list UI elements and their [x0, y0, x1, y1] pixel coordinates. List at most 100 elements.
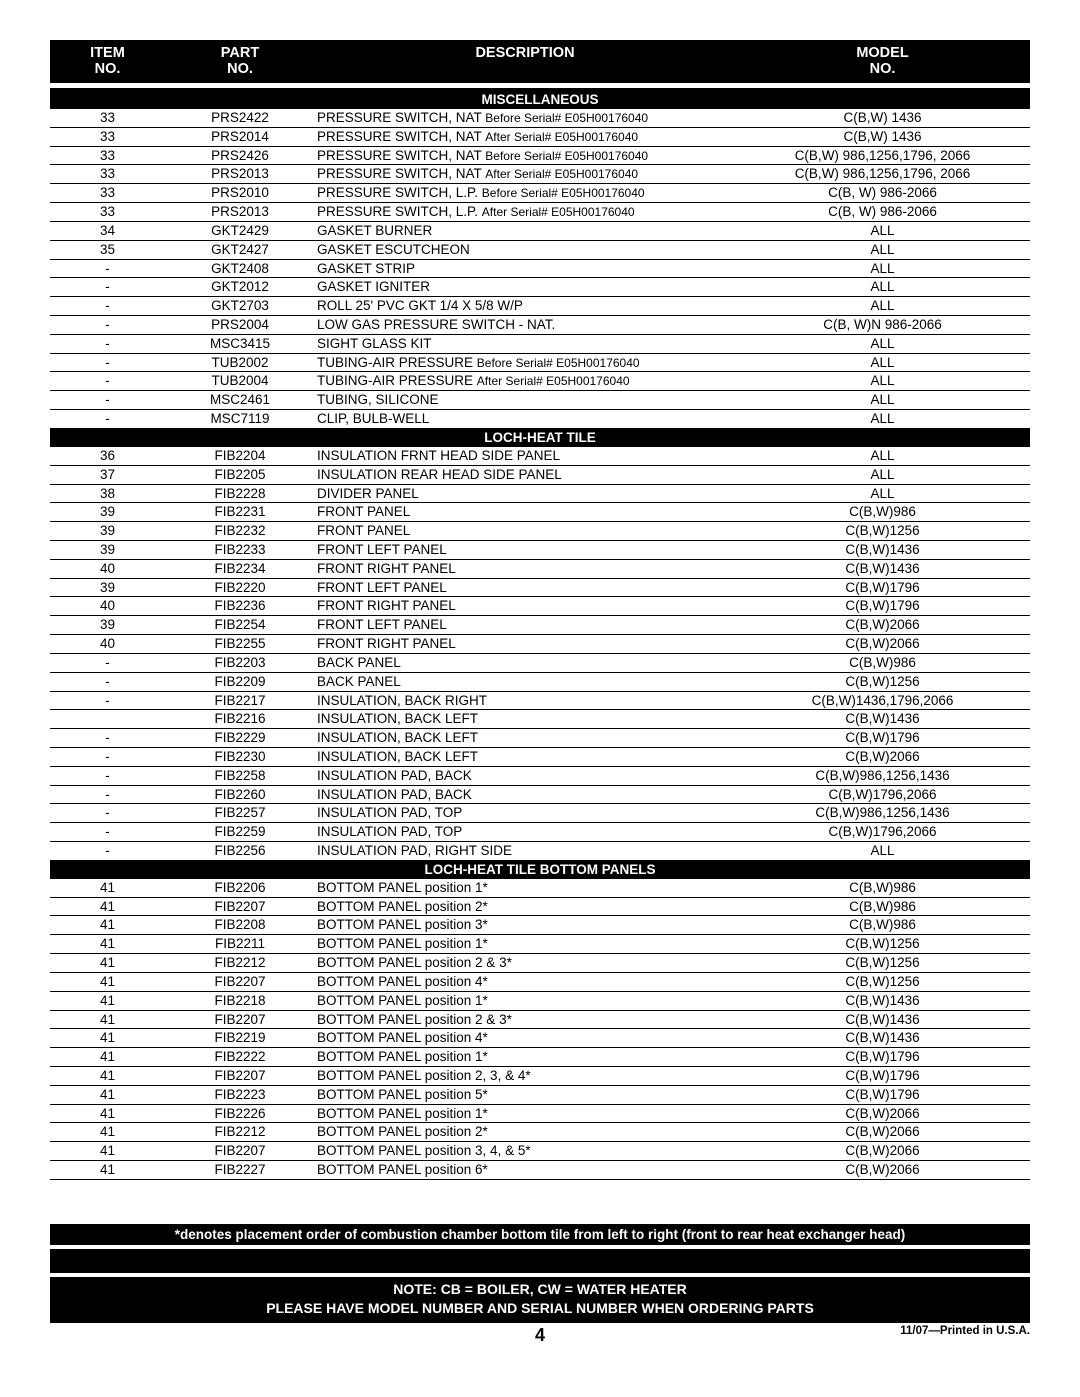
table-row: 33PRS2422PRESSURE SWITCH, NAT Before Ser…: [50, 109, 1030, 127]
cell-model-no: C(B,W)1256: [735, 522, 1030, 541]
header-description: DESCRIPTION: [475, 45, 574, 61]
cell-part-no: FIB2209: [165, 672, 315, 691]
cell-item-no: -: [50, 804, 165, 823]
cell-description: GASKET STRIP: [315, 259, 735, 278]
cell-description: GASKET ESCUTCHEON: [315, 240, 735, 259]
cell-model-no: C(B,W)2066: [735, 616, 1030, 635]
cell-model-no: ALL: [735, 484, 1030, 503]
serial-note: Before Serial# E05H00176040: [485, 149, 648, 163]
cell-description: BOTTOM PANEL position 2, 3, & 4*: [315, 1066, 735, 1085]
section-title: LOCH-HEAT TILE: [50, 429, 1030, 447]
table-row: 33PRS2014PRESSURE SWITCH, NAT After Seri…: [50, 127, 1030, 146]
cell-description: FRONT LEFT PANEL: [315, 578, 735, 597]
cell-description: BACK PANEL: [315, 653, 735, 672]
cell-item-no: -: [50, 410, 165, 429]
cell-model-no: ALL: [735, 391, 1030, 410]
table-row: 40FIB2255FRONT RIGHT PANEL C(B,W)2066: [50, 635, 1030, 654]
cell-model-no: C(B,W)2066: [735, 635, 1030, 654]
table-row: 39FIB2233FRONT LEFT PANEL C(B,W)1436: [50, 541, 1030, 560]
table-row: 41FIB2206BOTTOM PANEL position 1* C(B,W)…: [50, 879, 1030, 897]
cell-model-no: ALL: [735, 372, 1030, 391]
cell-model-no: C(B,W)1796,2066: [735, 823, 1030, 842]
cell-part-no: FIB2258: [165, 766, 315, 785]
cell-description: INSULATION PAD, RIGHT SIDE: [315, 842, 735, 861]
cell-model-no: C(B, W) 986-2066: [735, 203, 1030, 222]
print-info: 11/07—Printed in U.S.A.: [830, 1325, 1030, 1337]
cell-model-no: C(B,W)1796: [735, 578, 1030, 597]
table-row: 41FIB2207BOTTOM PANEL position 2* C(B,W)…: [50, 897, 1030, 916]
cell-description: INSULATION, BACK LEFT: [315, 729, 735, 748]
cell-item-no: 39: [50, 503, 165, 522]
table-row: -FIB2260INSULATION PAD, BACK C(B,W)1796,…: [50, 785, 1030, 804]
bottom-note: NOTE: CB = BOILER, CW = WATER HEATER PLE…: [50, 1277, 1030, 1323]
table-row: 41FIB2222BOTTOM PANEL position 1* C(B,W)…: [50, 1048, 1030, 1067]
table-row: 40FIB2234FRONT RIGHT PANEL C(B,W)1436: [50, 559, 1030, 578]
cell-item-no: -: [50, 353, 165, 372]
cell-model-no: C(B,W)1256: [735, 935, 1030, 954]
cell-model-no: C(B,W)1796: [735, 1085, 1030, 1104]
cell-model-no: C(B,W)1256: [735, 972, 1030, 991]
cell-part-no: FIB2230: [165, 747, 315, 766]
header-part-no: NO.: [227, 61, 253, 77]
cell-description: PRESSURE SWITCH, NAT After Serial# E05H0…: [315, 165, 735, 184]
table-row: -FIB2229INSULATION, BACK LEFT C(B,W)1796: [50, 729, 1030, 748]
cell-description: PRESSURE SWITCH, L.P. Before Serial# E05…: [315, 184, 735, 203]
cell-part-no: PRS2010: [165, 184, 315, 203]
footnote-bar: *denotes placement order of combustion c…: [50, 1224, 1030, 1245]
cell-description: BOTTOM PANEL position 2*: [315, 897, 735, 916]
cell-description: FRONT RIGHT PANEL: [315, 635, 735, 654]
table-row: 41FIB2207BOTTOM PANEL position 2 & 3* C(…: [50, 1010, 1030, 1029]
cell-model-no: C(B,W)986: [735, 897, 1030, 916]
cell-part-no: FIB2207: [165, 972, 315, 991]
table-row: -PRS2004LOW GAS PRESSURE SWITCH - NAT. C…: [50, 316, 1030, 335]
cell-model-no: C(B,W)2066: [735, 1161, 1030, 1180]
table-row: 41FIB2226BOTTOM PANEL position 1* C(B,W)…: [50, 1104, 1030, 1123]
cell-part-no: FIB2223: [165, 1085, 315, 1104]
table-row: 41FIB2227BOTTOM PANEL position 6* C(B,W)…: [50, 1161, 1030, 1180]
cell-description: PRESSURE SWITCH, NAT Before Serial# E05H…: [315, 109, 735, 127]
cell-item-no: 41: [50, 1029, 165, 1048]
section-table: 41FIB2206BOTTOM PANEL position 1* C(B,W)…: [50, 879, 1030, 1180]
cell-part-no: FIB2207: [165, 1142, 315, 1161]
cell-item-no: 39: [50, 578, 165, 597]
cell-part-no: TUB2004: [165, 372, 315, 391]
cell-description: CLIP, BULB-WELL: [315, 410, 735, 429]
cell-model-no: C(B,W)1256: [735, 672, 1030, 691]
cell-model-no: ALL: [735, 240, 1030, 259]
cell-description: INSULATION PAD, TOP: [315, 823, 735, 842]
cell-model-no: ALL: [735, 297, 1030, 316]
cell-item-no: 41: [50, 1066, 165, 1085]
cell-description: FRONT RIGHT PANEL: [315, 559, 735, 578]
cell-part-no: FIB2232: [165, 522, 315, 541]
section-table: 36FIB2204INSULATION FRNT HEAD SIDE PANEL…: [50, 447, 1030, 861]
cell-model-no: C(B,W)1796: [735, 1066, 1030, 1085]
cell-model-no: C(B,W)1796,2066: [735, 785, 1030, 804]
cell-description: FRONT PANEL: [315, 522, 735, 541]
cell-part-no: GKT2429: [165, 221, 315, 240]
cell-description: FRONT RIGHT PANEL: [315, 597, 735, 616]
cell-description: INSULATION PAD, BACK: [315, 766, 735, 785]
serial-note: Before Serial# E05H00176040: [482, 186, 645, 200]
cell-item-no: -: [50, 297, 165, 316]
table-row: 35GKT2427GASKET ESCUTCHEON ALL: [50, 240, 1030, 259]
cell-item-no: 39: [50, 616, 165, 635]
cell-item-no: -: [50, 316, 165, 335]
table-row: 33PRS2010PRESSURE SWITCH, L.P. Before Se…: [50, 184, 1030, 203]
cell-model-no: C(B,W)1256: [735, 954, 1030, 973]
serial-note: After Serial# E05H00176040: [477, 374, 630, 388]
serial-note: After Serial# E05H00176040: [485, 167, 638, 181]
cell-item-no: -: [50, 391, 165, 410]
table-row: 40FIB2236FRONT RIGHT PANEL C(B,W)1796: [50, 597, 1030, 616]
cell-item-no: 41: [50, 954, 165, 973]
table-row: -TUB2004TUBING-AIR PRESSURE After Serial…: [50, 372, 1030, 391]
table-row: 41FIB2208BOTTOM PANEL position 3* C(B,W)…: [50, 916, 1030, 935]
cell-description: BOTTOM PANEL position 1*: [315, 1048, 735, 1067]
column-headers: ITEM NO. PART NO. DESCRIPTION MODEL NO.: [50, 40, 1030, 86]
cell-item-no: 39: [50, 541, 165, 560]
cell-item-no: -: [50, 672, 165, 691]
cell-description: BOTTOM PANEL position 1*: [315, 879, 735, 897]
table-row: -MSC2461TUBING, SILICONE ALL: [50, 391, 1030, 410]
cell-model-no: C(B,W)2066: [735, 1123, 1030, 1142]
cell-part-no: FIB2207: [165, 1066, 315, 1085]
cell-description: LOW GAS PRESSURE SWITCH - NAT.: [315, 316, 735, 335]
